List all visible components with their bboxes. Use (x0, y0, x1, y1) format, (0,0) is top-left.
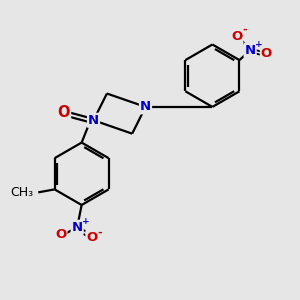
Text: CH₃: CH₃ (11, 186, 34, 199)
Text: N: N (88, 114, 99, 127)
Text: -: - (98, 228, 102, 238)
Text: O: O (55, 228, 67, 241)
Text: +: + (256, 40, 263, 49)
Text: N: N (140, 100, 151, 113)
Text: +: + (82, 217, 90, 226)
Text: N: N (244, 44, 256, 57)
Text: N: N (72, 221, 83, 234)
Text: O: O (261, 47, 272, 60)
Text: O: O (58, 105, 70, 120)
Text: O: O (86, 231, 98, 244)
Text: O: O (231, 30, 242, 44)
Text: -: - (242, 24, 247, 34)
